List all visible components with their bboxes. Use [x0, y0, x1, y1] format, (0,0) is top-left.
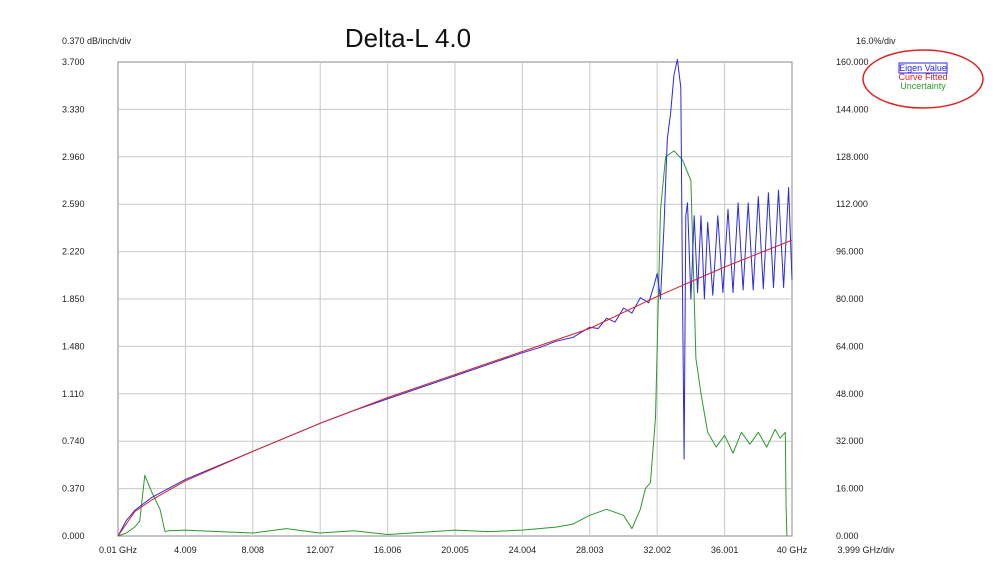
legend-selected-box [898, 62, 948, 74]
y-left-tick-label: 3.330 [62, 104, 85, 114]
y-right-tick-label: 0.000 [836, 531, 859, 541]
y-left-tick-label: 1.480 [62, 341, 85, 351]
legend-item-uncertainty[interactable]: Uncertainty [900, 81, 946, 91]
y-left-tick-label: 0.370 [62, 484, 85, 494]
x-tick-label: 32.002 [643, 545, 671, 555]
right-scale-label: 16.0%/div [856, 36, 896, 46]
y-right-tick-label: 128.000 [836, 152, 869, 162]
chart-title: Delta-L 4.0 [345, 23, 471, 53]
x-tick-label: 8.008 [242, 545, 265, 555]
y-right-tick-label: 160.000 [836, 57, 869, 67]
y-left-tick-label: 1.110 [62, 389, 84, 399]
x-tick-label: 20.005 [441, 545, 469, 555]
x-axis-ticks: 0.01 GHz 4.009 8.008 12.007 16.006 20.005 24.0… [99, 545, 808, 555]
left-scale-label: 0.370 dB/inch/div [62, 36, 132, 46]
y-right-axis-ticks: 0.000 16.000 32.000 48.000 64.000 80.000 96.00… [836, 57, 869, 541]
y-right-tick-label: 16.000 [836, 484, 864, 494]
y-right-tick-label: 80.000 [836, 294, 864, 304]
x-tick-label: 24.004 [509, 545, 537, 555]
y-left-tick-label: 0.740 [62, 436, 85, 446]
series-layer [117, 58, 793, 537]
y-left-tick-label: 1.850 [62, 294, 85, 304]
x-tick-label: 0.01 GHz [99, 545, 138, 555]
y-right-tick-label: 48.000 [836, 389, 864, 399]
y-left-tick-label: 3.700 [62, 57, 85, 67]
x-tick-label: 12.007 [306, 545, 334, 555]
y-right-tick-label: 144.000 [836, 104, 869, 114]
y-right-tick-label: 32.000 [836, 436, 864, 446]
y-left-tick-label: 2.960 [62, 152, 85, 162]
legend-highlight-ellipse [862, 49, 984, 109]
x-tick-label: 16.006 [374, 545, 402, 555]
y-left-tick-label: 2.220 [62, 247, 85, 257]
y-right-tick-label: 112.000 [836, 199, 868, 209]
x-tick-label: 4.009 [174, 545, 197, 555]
y-left-axis-ticks: 0.000 0.370 0.740 1.110 1.480 1.850 2.220 2.590… [62, 57, 85, 541]
series-line-uncertainty [117, 150, 788, 537]
y-right-tick-label: 64.000 [836, 341, 864, 351]
legend-item-eigen-value[interactable]: Eigen Value [899, 63, 947, 73]
x-tick-label: 28.003 [576, 545, 604, 555]
grid [118, 62, 792, 536]
x-scale-label: 3.999 GHz/div [837, 545, 895, 555]
y-left-tick-label: 2.590 [62, 199, 85, 209]
legend-item-curve-fitted[interactable]: Curve Fitted [898, 72, 947, 82]
x-tick-label: 40 GHz [777, 545, 808, 555]
y-left-tick-label: 0.000 [62, 531, 85, 541]
x-tick-label: 36.001 [711, 545, 739, 555]
series-line-curve-fitted [117, 239, 793, 537]
y-right-tick-label: 96.000 [836, 247, 864, 257]
